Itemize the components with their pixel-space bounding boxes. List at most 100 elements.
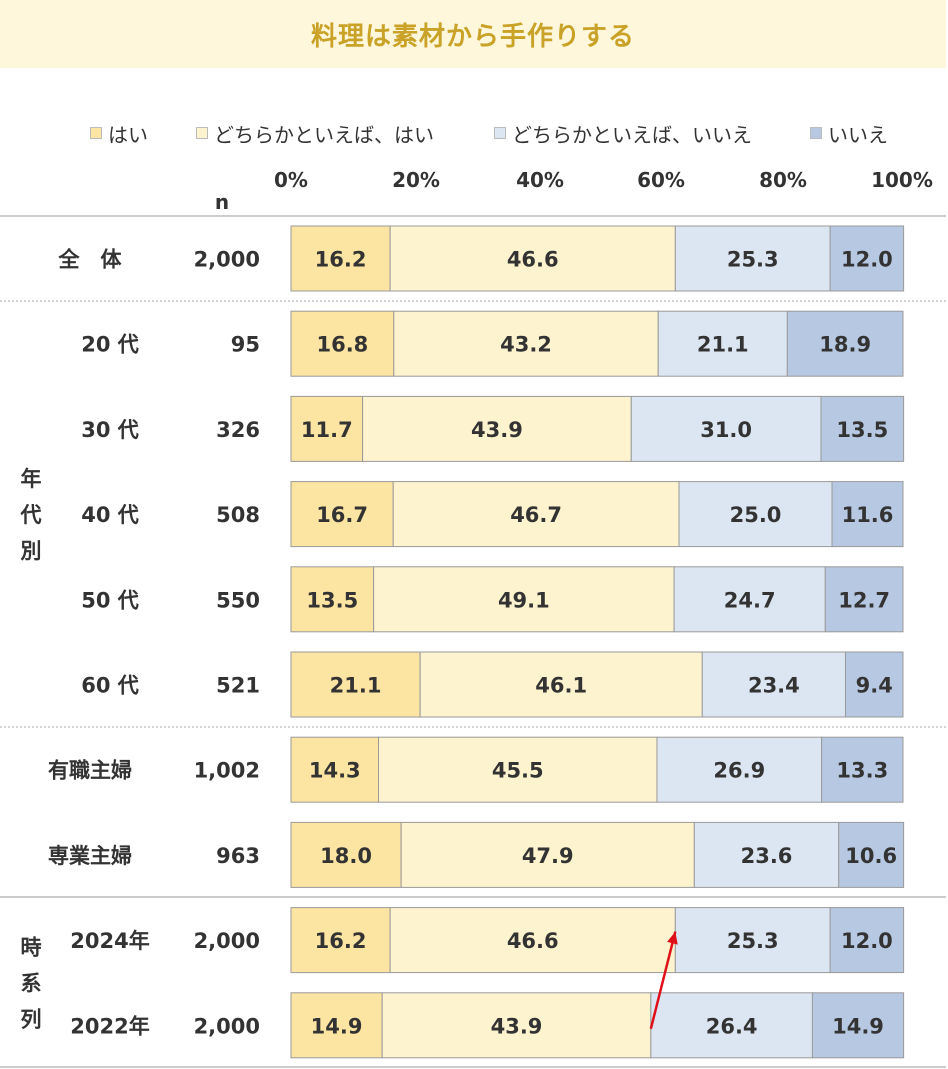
- bar-value-label: 49.1: [498, 588, 550, 612]
- x-tick-label: 100%: [871, 168, 933, 192]
- bar-value-label: 21.1: [697, 333, 749, 357]
- bar-segment: [389, 907, 676, 974]
- x-tick-label: 20%: [392, 168, 440, 192]
- x-tick-label: 60%: [637, 168, 685, 192]
- legend-label-yes: はい: [108, 122, 148, 147]
- group-label-char: 代: [20, 503, 42, 527]
- bar-segment: [630, 395, 822, 462]
- bar-value-label: 45.5: [492, 759, 544, 783]
- trend-arrow-line: [649, 931, 677, 1030]
- bar-segment: [678, 481, 833, 548]
- bar-value-label: 46.6: [507, 929, 559, 953]
- bar-segment: [673, 566, 826, 633]
- bar-segment: [362, 395, 632, 462]
- bar-segment: [829, 907, 905, 974]
- row-n-value: 963: [216, 844, 260, 868]
- bar-segment: [821, 736, 904, 803]
- bar-value-label: 24.7: [724, 588, 776, 612]
- row-label: 専業主婦: [48, 844, 132, 868]
- legend-item-somewhat-yes: どちらかといえば、はい: [196, 120, 434, 147]
- chart-title: 料理は素材から手作りする: [310, 21, 635, 52]
- bar-value-label: 43.9: [471, 418, 523, 442]
- legend-swatch-no: [810, 127, 822, 139]
- bar-value-label: 12.0: [841, 248, 893, 272]
- legend-swatch-yes: [90, 127, 102, 139]
- bar-value-label: 25.3: [727, 929, 779, 953]
- row-n-value: 326: [216, 418, 260, 442]
- bar-segment: [400, 821, 695, 888]
- bar-value-label: 14.9: [311, 1014, 363, 1038]
- row-n-value: 1,002: [194, 759, 260, 783]
- bar-value-label: 46.7: [510, 503, 562, 527]
- bar-segment: [820, 395, 905, 462]
- row-n-value: 521: [216, 674, 260, 698]
- row-label: 30 代: [81, 418, 139, 442]
- bar-value-label: 16.7: [316, 503, 368, 527]
- bar-value-label: 43.9: [491, 1014, 543, 1038]
- bar-segment: [290, 992, 383, 1059]
- bar-segment: [844, 651, 904, 718]
- bar-value-label: 10.6: [845, 844, 897, 868]
- bar-segment: [290, 821, 402, 888]
- bar-value-label: 11.7: [301, 418, 353, 442]
- bar-segment: [656, 736, 823, 803]
- legend-item-somewhat-no: どちらかといえば、いいえ: [494, 120, 752, 147]
- bar-segment: [693, 821, 840, 888]
- legend-swatch-somewhat-no: [494, 127, 506, 139]
- bar-value-label: 26.9: [713, 759, 765, 783]
- bar-value-label: 21.1: [330, 674, 382, 698]
- x-tick-label: 0%: [274, 168, 308, 192]
- row-label: 60 代: [81, 674, 139, 698]
- bar-value-label: 25.3: [727, 248, 779, 272]
- trend-arrow-head: [667, 931, 678, 945]
- bar-value-label: 18.9: [819, 333, 871, 357]
- group-label-char: 列: [21, 1008, 42, 1032]
- legend-label-somewhat-yes: どちらかといえば、はい: [214, 122, 434, 147]
- group-label-char: 時: [21, 936, 42, 960]
- row-n-value: 95: [231, 333, 260, 357]
- bar-segment: [389, 225, 676, 292]
- legend-swatch-somewhat-yes: [196, 127, 208, 139]
- bar-value-label: 18.0: [320, 844, 372, 868]
- bar-value-label: 11.6: [842, 503, 894, 527]
- bar-segment: [290, 225, 391, 292]
- bar-value-label: 16.2: [315, 929, 367, 953]
- row-n-value: 2,000: [194, 1014, 260, 1038]
- group-label-char: 別: [21, 539, 42, 563]
- bar-segment: [831, 481, 904, 548]
- bar-segment: [290, 481, 394, 548]
- bar-value-label: 46.6: [507, 248, 559, 272]
- bar-value-label: 14.9: [832, 1014, 884, 1038]
- bar-value-label: 13.5: [306, 588, 358, 612]
- bar-value-label: 31.0: [700, 418, 752, 442]
- row-label: 有職主婦: [48, 759, 132, 783]
- bar-segment: [378, 736, 658, 803]
- group-label-char: 系: [21, 972, 42, 996]
- group-label-char: 年: [21, 467, 42, 491]
- row-n-value: 2,000: [194, 929, 260, 953]
- row-label: 20 代: [81, 333, 139, 357]
- n-column-header: n: [215, 190, 229, 214]
- bar-segment: [290, 651, 421, 718]
- bar-value-label: 26.4: [706, 1014, 758, 1038]
- bar-value-label: 43.2: [500, 333, 552, 357]
- bar-value-label: 16.8: [316, 333, 368, 357]
- bar-segment: [811, 992, 905, 1059]
- x-tick-label: 80%: [759, 168, 807, 192]
- legend-label-no: いいえ: [828, 122, 888, 147]
- row-n-value: 508: [216, 503, 260, 527]
- bar-value-label: 12.7: [838, 588, 890, 612]
- bar-segment: [290, 566, 375, 633]
- bar-value-label: 14.3: [309, 759, 361, 783]
- bar-segment: [290, 736, 380, 803]
- legend-label-somewhat-no: どちらかといえば、いいえ: [512, 122, 752, 147]
- bar-segment: [674, 225, 831, 292]
- bar-value-label: 23.4: [748, 674, 800, 698]
- x-tick-label: 40%: [516, 168, 564, 192]
- row-label: 2024年: [70, 929, 149, 953]
- bar-value-label: 13.5: [836, 418, 888, 442]
- legend-item-yes: はい: [90, 120, 148, 147]
- row-label: 40 代: [81, 503, 139, 527]
- legend-item-no: いいえ: [810, 120, 888, 147]
- bar-value-label: 46.1: [535, 674, 587, 698]
